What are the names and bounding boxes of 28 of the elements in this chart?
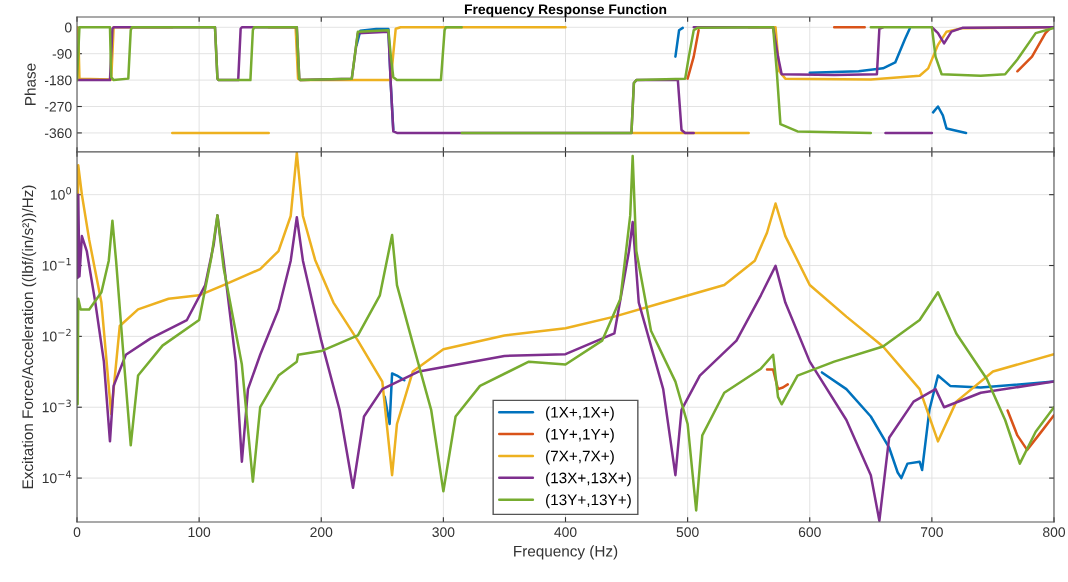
legend-label: (1X+,1X+) xyxy=(546,406,614,421)
y-tick-label: 0 xyxy=(64,22,72,33)
x-tick-label: 300 xyxy=(432,527,455,538)
y-tick-label: -360 xyxy=(44,128,72,139)
x-tick-label: 800 xyxy=(1043,527,1066,538)
legend-label: (13X+,13X+) xyxy=(546,472,631,487)
x-axis-title: Frequency (Hz) xyxy=(514,545,618,560)
y-axis-title: Phase xyxy=(24,63,36,105)
y-tick-label: 10$^{0}$ xyxy=(50,187,72,200)
x-tick-label: 100 xyxy=(188,527,211,538)
x-tick-label: 600 xyxy=(798,527,821,538)
chart-title: Frequency Response Function xyxy=(464,4,667,17)
y-tick-label: 10$^{−1}$ xyxy=(42,258,71,271)
x-tick-label: 700 xyxy=(921,527,943,538)
y-tick-label: -90 xyxy=(52,49,72,59)
y-tick-label: -180 xyxy=(44,75,72,86)
y-tick-label: 10$^{−3}$ xyxy=(42,399,71,413)
y-tick-label: 10$^{−4}$ xyxy=(42,470,72,484)
legend-label: (1Y+,1Y+) xyxy=(546,428,614,443)
legend-label: (13Y+,13Y+) xyxy=(546,494,631,509)
y-tick-label: -270 xyxy=(44,101,72,112)
y-axis-title: Excitation Force/Acceleration ((lbf/(in/s²))/Hz) xyxy=(21,185,37,489)
x-tick-label: 400 xyxy=(554,527,577,538)
x-tick-label: 500 xyxy=(676,527,699,538)
y-tick-label: 10$^{−2}$ xyxy=(42,328,71,342)
legend-label: (7X+,7X+) xyxy=(546,450,614,465)
x-tick-label: 200 xyxy=(310,527,333,538)
x-tick-label: 0 xyxy=(73,527,81,538)
